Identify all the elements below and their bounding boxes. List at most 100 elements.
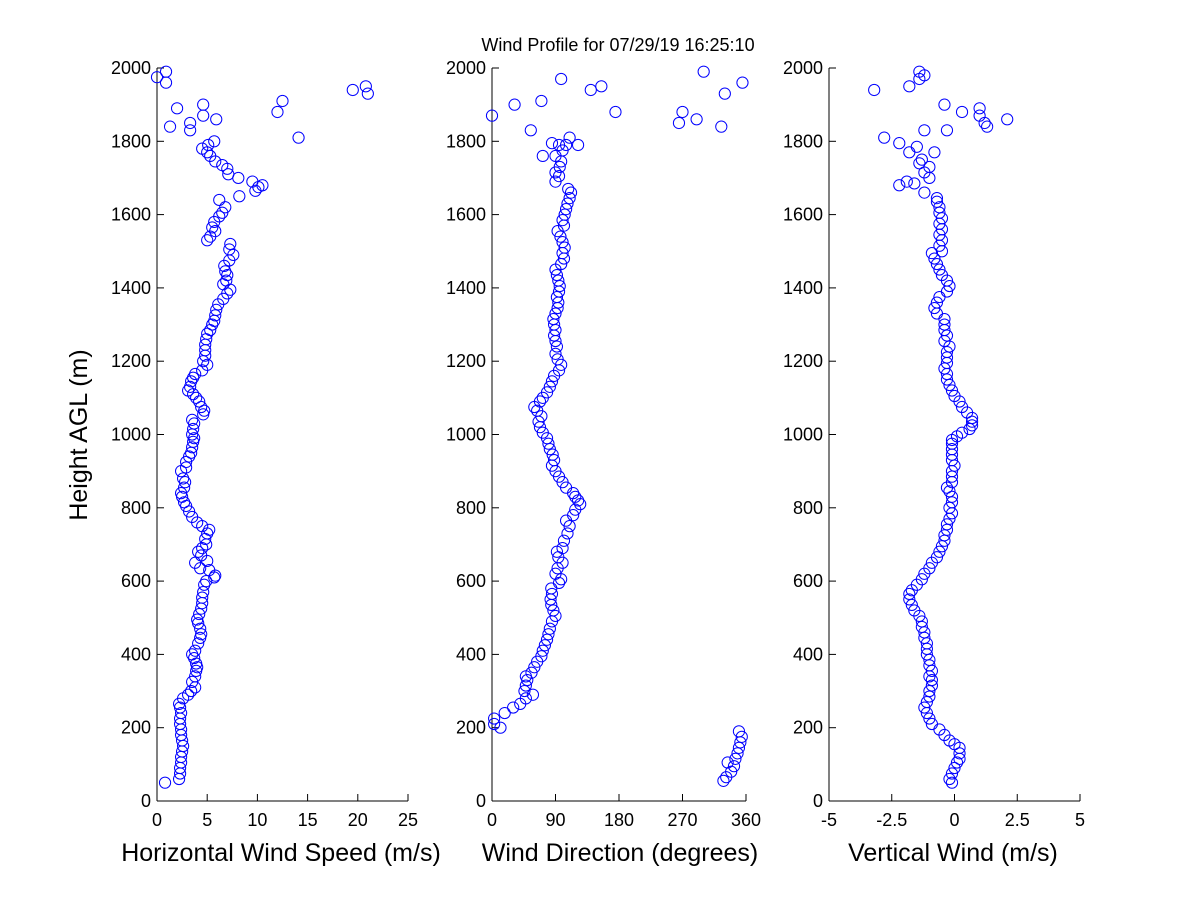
data-point <box>494 721 507 734</box>
data-point <box>913 157 926 170</box>
x-tick-label: 0 <box>949 810 959 830</box>
data-point <box>195 400 208 414</box>
data-point <box>219 265 232 278</box>
data-point <box>233 190 246 203</box>
data-point <box>271 105 284 119</box>
data-point <box>564 186 578 199</box>
data-point <box>940 518 954 531</box>
data-point <box>549 347 562 360</box>
data-point <box>925 717 939 731</box>
data-point <box>973 102 986 115</box>
data-point <box>535 94 548 108</box>
data-point <box>930 257 944 271</box>
data-point <box>903 146 916 159</box>
data-point <box>159 65 173 78</box>
data-point <box>609 105 622 119</box>
y-tick-label: 600 <box>456 571 486 591</box>
data-point <box>571 138 585 152</box>
data-point <box>192 545 205 558</box>
data-point <box>903 80 916 93</box>
data-point <box>201 234 214 247</box>
data-point <box>508 98 521 111</box>
data-point <box>535 650 548 663</box>
data-point <box>940 124 954 137</box>
data-point <box>190 391 203 404</box>
data-point <box>543 622 556 635</box>
data-point <box>209 224 222 238</box>
data-point <box>546 448 559 461</box>
data-point <box>933 201 946 214</box>
data-point <box>672 116 686 130</box>
data-point <box>531 404 544 417</box>
data-point <box>519 692 532 705</box>
figure-title: Wind Profile for 07/29/19 16:25:10 <box>481 35 754 55</box>
y-axis-label: Height AGL (m) <box>65 349 93 520</box>
data-point <box>595 80 608 93</box>
y-tick-label: 0 <box>476 791 486 811</box>
data-point <box>543 380 556 393</box>
data-point <box>563 131 576 144</box>
data-point <box>729 752 742 765</box>
x-tick-label: 270 <box>667 810 697 830</box>
panel-2: 0 200 400 600 800 1000 1200 1400 1600 1800 2000 0 90… <box>446 58 761 867</box>
x-axis-label: Horizontal Wind Speed (m/s) <box>121 839 441 867</box>
data-point <box>732 725 746 738</box>
data-point <box>208 135 221 148</box>
data-point <box>187 422 200 436</box>
data-point <box>918 124 931 137</box>
data-point <box>219 201 232 214</box>
data-point <box>549 609 562 623</box>
data-point <box>893 137 906 150</box>
x-tick-label: 180 <box>604 810 634 830</box>
data-point <box>193 607 206 621</box>
data-point <box>209 309 222 322</box>
data-point <box>201 358 214 371</box>
data-point <box>925 673 939 687</box>
data-point <box>925 679 939 692</box>
data-point <box>194 622 207 635</box>
data-point <box>584 83 597 97</box>
data-point <box>725 765 738 778</box>
data-point <box>556 542 569 555</box>
data-point <box>202 138 215 152</box>
data-point <box>191 613 204 626</box>
y-tick-label: 1400 <box>783 278 823 298</box>
data-point <box>945 490 959 503</box>
data-point <box>915 615 928 628</box>
data-point <box>536 149 549 163</box>
data-point <box>903 593 916 606</box>
y-tick-label: 1600 <box>783 205 823 225</box>
data-point <box>197 585 210 599</box>
data-point <box>203 523 216 536</box>
data-point <box>195 549 208 562</box>
data-point <box>556 213 569 227</box>
data-point <box>549 567 562 580</box>
data-point <box>943 772 956 786</box>
data-point <box>561 197 574 210</box>
data-point <box>361 87 374 100</box>
data-point <box>945 443 959 456</box>
data-point <box>200 575 213 588</box>
data-point <box>488 717 501 731</box>
x-tick-label: 5 <box>202 810 212 830</box>
data-point <box>192 637 205 650</box>
data-point <box>697 65 710 78</box>
y-tick-label: 600 <box>793 571 823 591</box>
data-point <box>736 76 749 89</box>
y-tick-label: 1000 <box>783 425 823 445</box>
data-point <box>928 146 941 159</box>
data-point <box>187 388 200 401</box>
data-point <box>170 102 184 115</box>
data-point <box>721 756 734 769</box>
x-tick-label: 0 <box>487 810 497 830</box>
data-point <box>569 490 582 503</box>
y-tick-label: 400 <box>456 644 486 664</box>
y-tick-label: 1600 <box>446 205 486 225</box>
data-point <box>948 738 961 751</box>
data-point <box>554 230 567 243</box>
data-point <box>727 760 741 773</box>
data-point <box>965 419 979 432</box>
data-point <box>950 756 964 769</box>
data-point <box>203 564 216 577</box>
